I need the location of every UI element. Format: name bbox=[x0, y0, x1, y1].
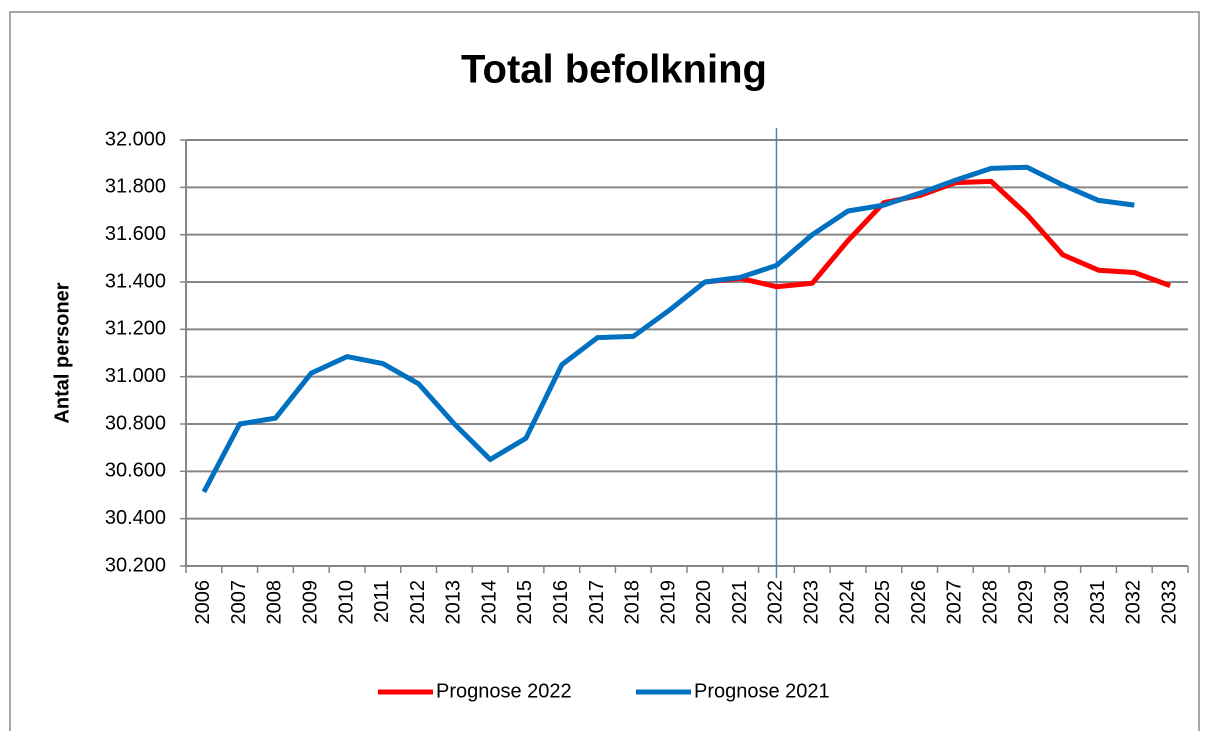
x-tick-label: 2012 bbox=[407, 580, 429, 625]
y-tick-label: 31.600 bbox=[105, 223, 166, 245]
chart-border bbox=[9, 11, 1200, 731]
x-tick-label: 2020 bbox=[693, 580, 715, 625]
x-tick-label: 2006 bbox=[192, 580, 214, 625]
x-tick-label: 2019 bbox=[657, 580, 679, 625]
y-tick-label: 32.000 bbox=[105, 128, 166, 150]
legend-label: Prognose 2022 bbox=[436, 680, 572, 702]
x-tick-label: 2031 bbox=[1087, 580, 1109, 625]
x-tick-label: 2011 bbox=[371, 580, 393, 623]
x-tick-label: 2009 bbox=[300, 580, 322, 625]
x-tick-label: 2033 bbox=[1158, 580, 1180, 625]
x-tick-label: 2016 bbox=[550, 580, 572, 625]
x-tick-label: 2026 bbox=[908, 580, 930, 625]
chart-title: Total befolkning bbox=[461, 48, 767, 92]
y-tick-label: 30.400 bbox=[105, 507, 166, 529]
x-tick-label: 2022 bbox=[765, 580, 787, 625]
x-tick-label: 2015 bbox=[514, 580, 536, 625]
x-tick-label: 2025 bbox=[872, 580, 894, 625]
y-tick-label: 30.800 bbox=[105, 412, 166, 434]
x-tick-label: 2029 bbox=[1015, 580, 1037, 625]
x-tick-label: 2030 bbox=[1051, 580, 1073, 625]
x-tick-label: 2028 bbox=[979, 580, 1001, 625]
x-tick-label: 2010 bbox=[335, 580, 357, 625]
y-tick-label: 31.200 bbox=[105, 318, 166, 340]
x-tick-label: 2024 bbox=[836, 580, 858, 625]
y-axis-label: Antal personer bbox=[51, 282, 73, 423]
x-tick-label: 2027 bbox=[944, 580, 966, 625]
y-tick-label: 31.000 bbox=[105, 365, 166, 387]
y-tick-label: 31.400 bbox=[105, 270, 166, 292]
x-tick-label: 2018 bbox=[622, 580, 644, 625]
y-tick-label: 31.800 bbox=[105, 176, 166, 198]
x-tick-label: 2032 bbox=[1123, 580, 1145, 625]
x-tick-label: 2017 bbox=[586, 580, 608, 625]
x-tick-label: 2008 bbox=[264, 580, 286, 625]
x-tick-label: 2014 bbox=[478, 580, 500, 625]
y-tick-label: 30.600 bbox=[105, 460, 166, 482]
x-tick-label: 2021 bbox=[729, 580, 751, 625]
series-line bbox=[201, 164, 1135, 494]
x-tick-label: 2023 bbox=[801, 580, 823, 625]
y-tick-label: 30.200 bbox=[105, 554, 166, 576]
legend-label: Prognose 2021 bbox=[694, 680, 830, 702]
x-tick-label: 2007 bbox=[228, 580, 250, 625]
x-tick-label: 2013 bbox=[443, 580, 465, 625]
